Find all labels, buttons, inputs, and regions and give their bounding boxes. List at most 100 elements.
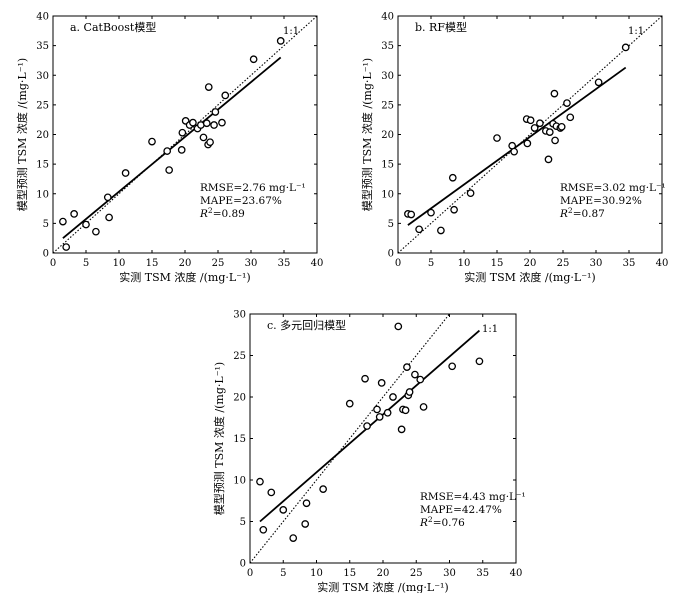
y-tick-label: 35: [36, 41, 49, 52]
data-point: [202, 119, 211, 128]
panel-title: b. RF模型: [415, 20, 467, 34]
x-tick-label: 20: [524, 258, 537, 269]
x-tick-label: 5: [83, 258, 89, 269]
data-point: [361, 374, 369, 383]
x-tick-label: 30: [245, 258, 258, 269]
x-tick-label: 10: [458, 258, 471, 269]
data-point: [437, 226, 445, 235]
data-point: [394, 322, 403, 331]
x-tick-label: 0: [50, 258, 56, 269]
y-tick-label: 0: [43, 249, 49, 260]
y-tick-label: 15: [36, 160, 49, 171]
r2-superscript: 2: [208, 206, 213, 215]
y-tick-label: 5: [43, 219, 49, 230]
x-tick-label: 40: [510, 568, 523, 579]
y-axis-label: 模型预测 TSM 浓度 /(mg·L⁻¹): [15, 58, 29, 211]
data-point: [411, 370, 419, 379]
x-tick-label: 35: [623, 258, 636, 269]
one-to-one-label: 1:1: [482, 324, 498, 335]
x-tick-label: 30: [443, 568, 456, 579]
one-to-one-label: 1:1: [283, 26, 299, 37]
data-point: [279, 506, 288, 514]
y-tick-label: 30: [381, 71, 394, 82]
data-point: [204, 83, 213, 91]
y-tick-label: 35: [381, 41, 394, 52]
data-point: [375, 413, 384, 421]
x-tick-label: 5: [280, 568, 286, 579]
data-point: [218, 118, 226, 127]
y-tick-label: 20: [381, 130, 394, 141]
panel-title: c. 多元回归模型: [267, 318, 346, 332]
x-tick-label: 25: [410, 568, 423, 579]
x-tick-label: 0: [247, 568, 253, 579]
data-point: [70, 210, 78, 218]
r2-symbol: R: [559, 208, 568, 220]
data-point: [407, 210, 416, 219]
data-point: [92, 227, 100, 236]
x-axis-label: 实测 TSM 浓度 /(mg·L⁻¹): [317, 580, 448, 593]
regression-line: [407, 66, 627, 226]
y-tick-label: 25: [381, 100, 394, 111]
y-tick-label: 10: [36, 189, 49, 200]
r2-stat: R2=0.76: [419, 515, 465, 529]
r2-value: =0.76: [433, 517, 465, 529]
data-point: [526, 116, 535, 125]
data-point: [510, 147, 519, 156]
data-point: [302, 499, 311, 508]
data-point: [211, 108, 220, 116]
data-point: [345, 399, 354, 408]
data-point: [405, 388, 414, 396]
y-tick-label: 40: [36, 12, 49, 23]
x-tick-label: 30: [590, 258, 603, 269]
y-tick-label: 15: [381, 160, 394, 171]
x-axis-label: 实测 TSM 浓度 /(mg·L⁻¹): [464, 270, 595, 284]
x-tick-label: 0: [395, 258, 401, 269]
data-point: [221, 91, 230, 100]
data-point: [448, 173, 457, 182]
data-point: [178, 128, 187, 137]
plot-frame: [249, 313, 517, 564]
data-point: [210, 121, 218, 129]
chart-panel-c: 0 5 10 15 20 25 30 35 40 0 5 10 15 20 25 30 c. 多元回归模型 1:1…: [212, 310, 526, 593]
x-tick-label: 5: [428, 258, 434, 269]
chart-panel-b: 0 5 10 15 20 25 30 35 40 0 5 10 15 20 25 30 35 40 b. RF模型 1…: [360, 12, 668, 285]
x-axis-label: 实测 TSM 浓度 /(mg·L⁻¹): [119, 270, 250, 284]
data-point: [165, 166, 174, 174]
x-tick-label: 10: [310, 568, 323, 579]
y-tick-label: 25: [36, 100, 49, 111]
data-point: [397, 425, 406, 434]
y-tick-label: 40: [381, 12, 394, 23]
chart-panel-a: 0 5 10 15 20 25 30 35 40 0 5 10 15 20 25 30 35 40 a. CatBo…: [15, 12, 323, 285]
data-point: [301, 520, 310, 528]
data-point: [177, 146, 186, 154]
data-point: [249, 55, 258, 64]
data-point: [563, 99, 571, 107]
data-point: [566, 113, 575, 122]
data-point: [536, 119, 544, 128]
data-point: [148, 137, 156, 146]
y-tick-label: 0: [240, 559, 246, 570]
stat-line: RMSE=2.76 mg·L⁻¹: [200, 182, 306, 194]
y-tick-label: 15: [233, 434, 246, 445]
data-point: [105, 213, 113, 222]
data-point: [121, 169, 130, 177]
data-point: [377, 379, 386, 387]
x-tick-label: 15: [343, 568, 356, 579]
data-point: [389, 393, 397, 401]
x-tick-label: 25: [212, 258, 225, 269]
data-point: [103, 193, 112, 202]
data-point: [530, 124, 539, 132]
data-point: [419, 403, 428, 411]
data-point: [545, 128, 554, 136]
y-tick-label: 0: [388, 249, 394, 260]
data-point: [401, 406, 410, 415]
x-tick-label: 20: [179, 258, 192, 269]
data-point: [557, 122, 566, 131]
data-point: [276, 37, 285, 45]
r2-value: =0.87: [573, 208, 605, 220]
x-tick-label: 35: [476, 568, 489, 579]
x-tick-label: 35: [278, 258, 291, 269]
data-point: [363, 422, 371, 430]
data-point: [319, 485, 327, 493]
